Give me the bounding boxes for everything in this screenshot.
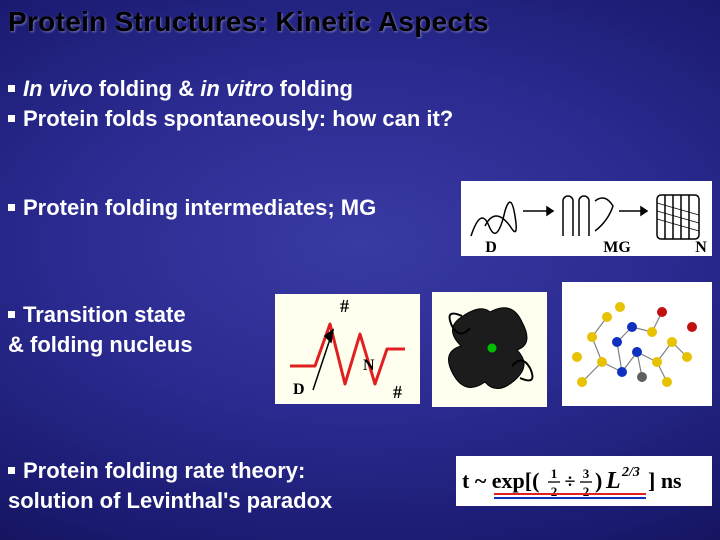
structure-svg <box>562 282 712 406</box>
figure-energy-landscape: # D N # <box>275 294 420 404</box>
bullet-icon <box>8 467 15 474</box>
figure-folding-stages: D MG N <box>461 181 712 256</box>
bullet-1-part-a: In vivo <box>23 76 93 101</box>
energy-label-n: N <box>363 357 375 374</box>
figure-folding-nucleus <box>432 292 547 407</box>
nucleus-svg <box>432 292 547 407</box>
bullet-5-text-b: solution of Levinthal's paradox <box>8 488 332 513</box>
bullet-5-line2: solution of Levinthal's paradox <box>8 488 332 514</box>
svg-text:2/3: 2/3 <box>621 465 640 480</box>
slide-title: Protein Structures: Kinetic Aspects <box>8 6 489 38</box>
bullet-2-text: Protein folds spontaneously: how can it? <box>23 106 453 131</box>
energy-hash-top: # <box>340 296 349 316</box>
energy-svg: # D N # <box>275 294 420 404</box>
svg-text:2: 2 <box>551 484 558 499</box>
slide: Protein Structures: Kinetic Aspects In v… <box>0 0 720 540</box>
svg-text:1: 1 <box>551 466 558 481</box>
energy-hash-bottom: # <box>393 382 402 402</box>
bullet-4-line2: & folding nucleus <box>8 332 193 358</box>
svg-text:2: 2 <box>583 484 590 499</box>
equation-text: t ~ exp[( <box>462 468 539 493</box>
bullet-4-line1: Transition state <box>8 302 186 328</box>
bullet-1-part-d: folding <box>274 76 353 101</box>
figure-protein-structure <box>562 282 712 406</box>
svg-text:] ns: ] ns <box>648 468 682 493</box>
bullet-5-text-a: Protein folding rate theory: <box>23 458 305 483</box>
bullet-3: Protein folding intermediates; MG <box>8 195 376 221</box>
bullet-3-text: Protein folding intermediates; MG <box>23 195 376 220</box>
folding-stages-svg: D MG N <box>461 181 712 256</box>
svg-text:L: L <box>605 468 621 494</box>
svg-text:÷: ÷ <box>565 471 576 493</box>
stage-label-mg: MG <box>603 239 631 256</box>
bullet-5-line1: Protein folding rate theory: <box>8 458 305 484</box>
bullet-icon <box>8 311 15 318</box>
bullet-4-text-b: & folding nucleus <box>8 332 193 357</box>
bullet-2: Protein folds spontaneously: how can it? <box>8 106 453 132</box>
bullet-icon <box>8 115 15 122</box>
svg-text:3: 3 <box>583 466 590 481</box>
bullet-1-part-c: in vitro <box>200 76 273 101</box>
bullet-1: In vivo folding & in vitro folding <box>8 76 353 102</box>
bullet-icon <box>8 204 15 211</box>
equation-svg: t ~ exp[( 1 2 ÷ 3 2 ) L 2/3 ] ns <box>462 460 706 502</box>
bullet-1-part-b: folding & <box>93 76 201 101</box>
bullet-4-text-a: Transition state <box>23 302 186 327</box>
stage-label-d: D <box>485 239 497 256</box>
energy-label-d: D <box>293 381 305 398</box>
stage-label-n: N <box>695 239 707 256</box>
svg-text:): ) <box>595 468 602 493</box>
figure-rate-equation: t ~ exp[( 1 2 ÷ 3 2 ) L 2/3 ] ns <box>456 456 712 506</box>
bullet-icon <box>8 85 15 92</box>
